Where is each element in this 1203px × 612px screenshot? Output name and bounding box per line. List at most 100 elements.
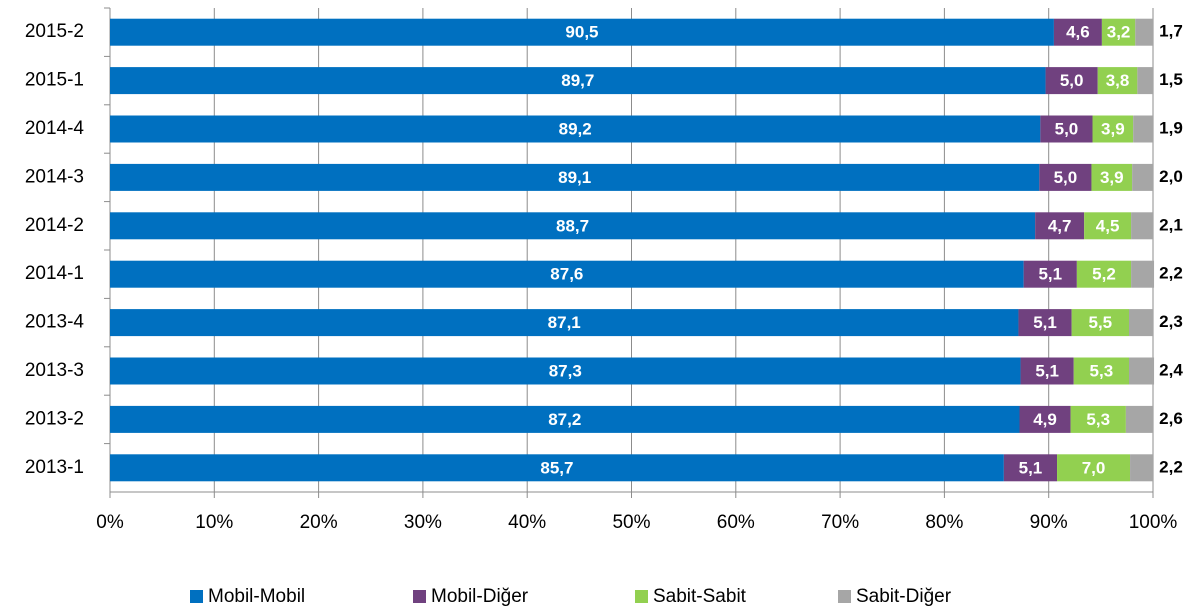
bar-segment — [1131, 212, 1153, 240]
bar-segment — [1131, 260, 1155, 288]
data-label: 1,7 — [1159, 22, 1183, 41]
data-label: 3,9 — [1101, 119, 1125, 138]
data-label: 1,5 — [1159, 70, 1183, 89]
bar-segment — [1039, 163, 1092, 191]
bar-segment — [1018, 309, 1072, 337]
data-label: 89,2 — [559, 119, 592, 138]
x-tick-label: 60% — [717, 512, 755, 533]
bar-segment — [1125, 405, 1153, 433]
y-tick-label: 2014-3 — [25, 166, 84, 187]
bar-segment — [1040, 115, 1093, 143]
y-tick-label: 2015-2 — [25, 21, 84, 42]
data-label: 87,2 — [548, 410, 581, 429]
legend-swatch — [190, 590, 203, 603]
data-label: 7,0 — [1082, 458, 1106, 477]
data-label: 2,6 — [1159, 409, 1183, 428]
bar-segment — [1053, 18, 1102, 46]
data-label: 85,7 — [540, 458, 573, 477]
bar-segment — [1129, 309, 1153, 337]
bar-segment — [1057, 454, 1131, 482]
legend-label: Sabit-Sabit — [653, 586, 747, 607]
x-tick-label: 50% — [612, 512, 650, 533]
y-tick-label: 2013-3 — [25, 360, 84, 381]
data-label: 3,2 — [1107, 23, 1131, 42]
bar-segment — [1133, 115, 1153, 143]
x-tick-label: 20% — [300, 512, 338, 533]
bar-segment — [1097, 67, 1138, 95]
data-label: 87,3 — [549, 361, 582, 380]
bar-segment — [1076, 260, 1132, 288]
data-label: 3,8 — [1106, 71, 1130, 90]
data-label: 5,0 — [1054, 168, 1078, 187]
data-label: 4,6 — [1066, 23, 1090, 42]
data-label: 4,5 — [1096, 216, 1120, 235]
bar-segment — [1020, 357, 1074, 385]
data-label: 3,9 — [1100, 168, 1124, 187]
legend-swatch — [838, 590, 851, 603]
x-tick-label: 70% — [821, 512, 859, 533]
bar-segment — [1135, 18, 1153, 46]
data-label: 5,1 — [1035, 361, 1059, 380]
bar-segment — [110, 357, 1021, 385]
data-label: 4,7 — [1048, 216, 1072, 235]
legend-swatch — [413, 590, 426, 603]
bar-segment — [1132, 163, 1153, 191]
x-tick-label: 40% — [508, 512, 546, 533]
bar-segment — [110, 309, 1019, 337]
bar-segment — [110, 115, 1041, 143]
bar-segment — [1023, 260, 1077, 288]
data-label: 90,5 — [565, 23, 598, 42]
x-tick-label: 10% — [195, 512, 233, 533]
data-label: 2,3 — [1159, 312, 1183, 331]
bar-segment — [1035, 212, 1085, 240]
legend-label: Sabit-Diğer — [856, 586, 952, 607]
x-tick-label: 90% — [1030, 512, 1068, 533]
data-label: 5,2 — [1092, 265, 1116, 284]
data-label: 5,3 — [1086, 410, 1110, 429]
data-label: 5,0 — [1055, 119, 1079, 138]
bar-segment — [1101, 18, 1136, 46]
bar-segment — [110, 260, 1024, 288]
data-label: 5,1 — [1019, 458, 1043, 477]
data-label: 5,5 — [1089, 313, 1113, 332]
bar-segment — [110, 454, 1004, 482]
y-tick-label: 2013-2 — [25, 408, 84, 429]
bar-segment — [1071, 309, 1130, 337]
data-label: 89,7 — [561, 71, 594, 90]
y-tick-label: 2015-1 — [25, 70, 84, 91]
x-tick-label: 80% — [925, 512, 963, 533]
bar-segment — [110, 212, 1036, 240]
bar-segment — [1045, 67, 1098, 95]
y-tick-label: 2013-4 — [25, 312, 85, 333]
y-tick-label: 2014-4 — [25, 118, 85, 139]
bar-segment — [1092, 115, 1134, 143]
bar-segment — [1137, 67, 1153, 95]
data-label: 5,0 — [1060, 71, 1084, 90]
data-label: 5,1 — [1038, 265, 1062, 284]
bar-segment — [110, 67, 1046, 95]
bar-segment — [110, 18, 1054, 46]
x-tick-label: 100% — [1129, 512, 1178, 533]
data-label: 87,6 — [550, 265, 583, 284]
data-label: 2,2 — [1159, 457, 1183, 476]
bar-segment — [1019, 405, 1071, 433]
bar-segment — [110, 163, 1040, 191]
legend-label: Mobil-Mobil — [208, 586, 305, 607]
data-label: 2,0 — [1159, 167, 1183, 186]
x-tick-label: 30% — [404, 512, 442, 533]
data-label: 2,2 — [1159, 264, 1183, 283]
bar-segment — [1003, 454, 1058, 482]
y-tick-label: 2014-2 — [25, 215, 84, 236]
bar-segment — [1129, 357, 1155, 385]
x-tick-label: 0% — [96, 512, 124, 533]
legend-label: Mobil-Diğer — [431, 586, 529, 607]
data-label: 87,1 — [548, 313, 581, 332]
data-label: 2,1 — [1159, 215, 1183, 234]
data-label: 5,3 — [1090, 361, 1114, 380]
bar-segment — [110, 405, 1020, 433]
data-label: 5,1 — [1033, 313, 1057, 332]
data-label: 88,7 — [556, 216, 589, 235]
bar-segment — [1073, 357, 1130, 385]
bar-segment — [1091, 163, 1133, 191]
